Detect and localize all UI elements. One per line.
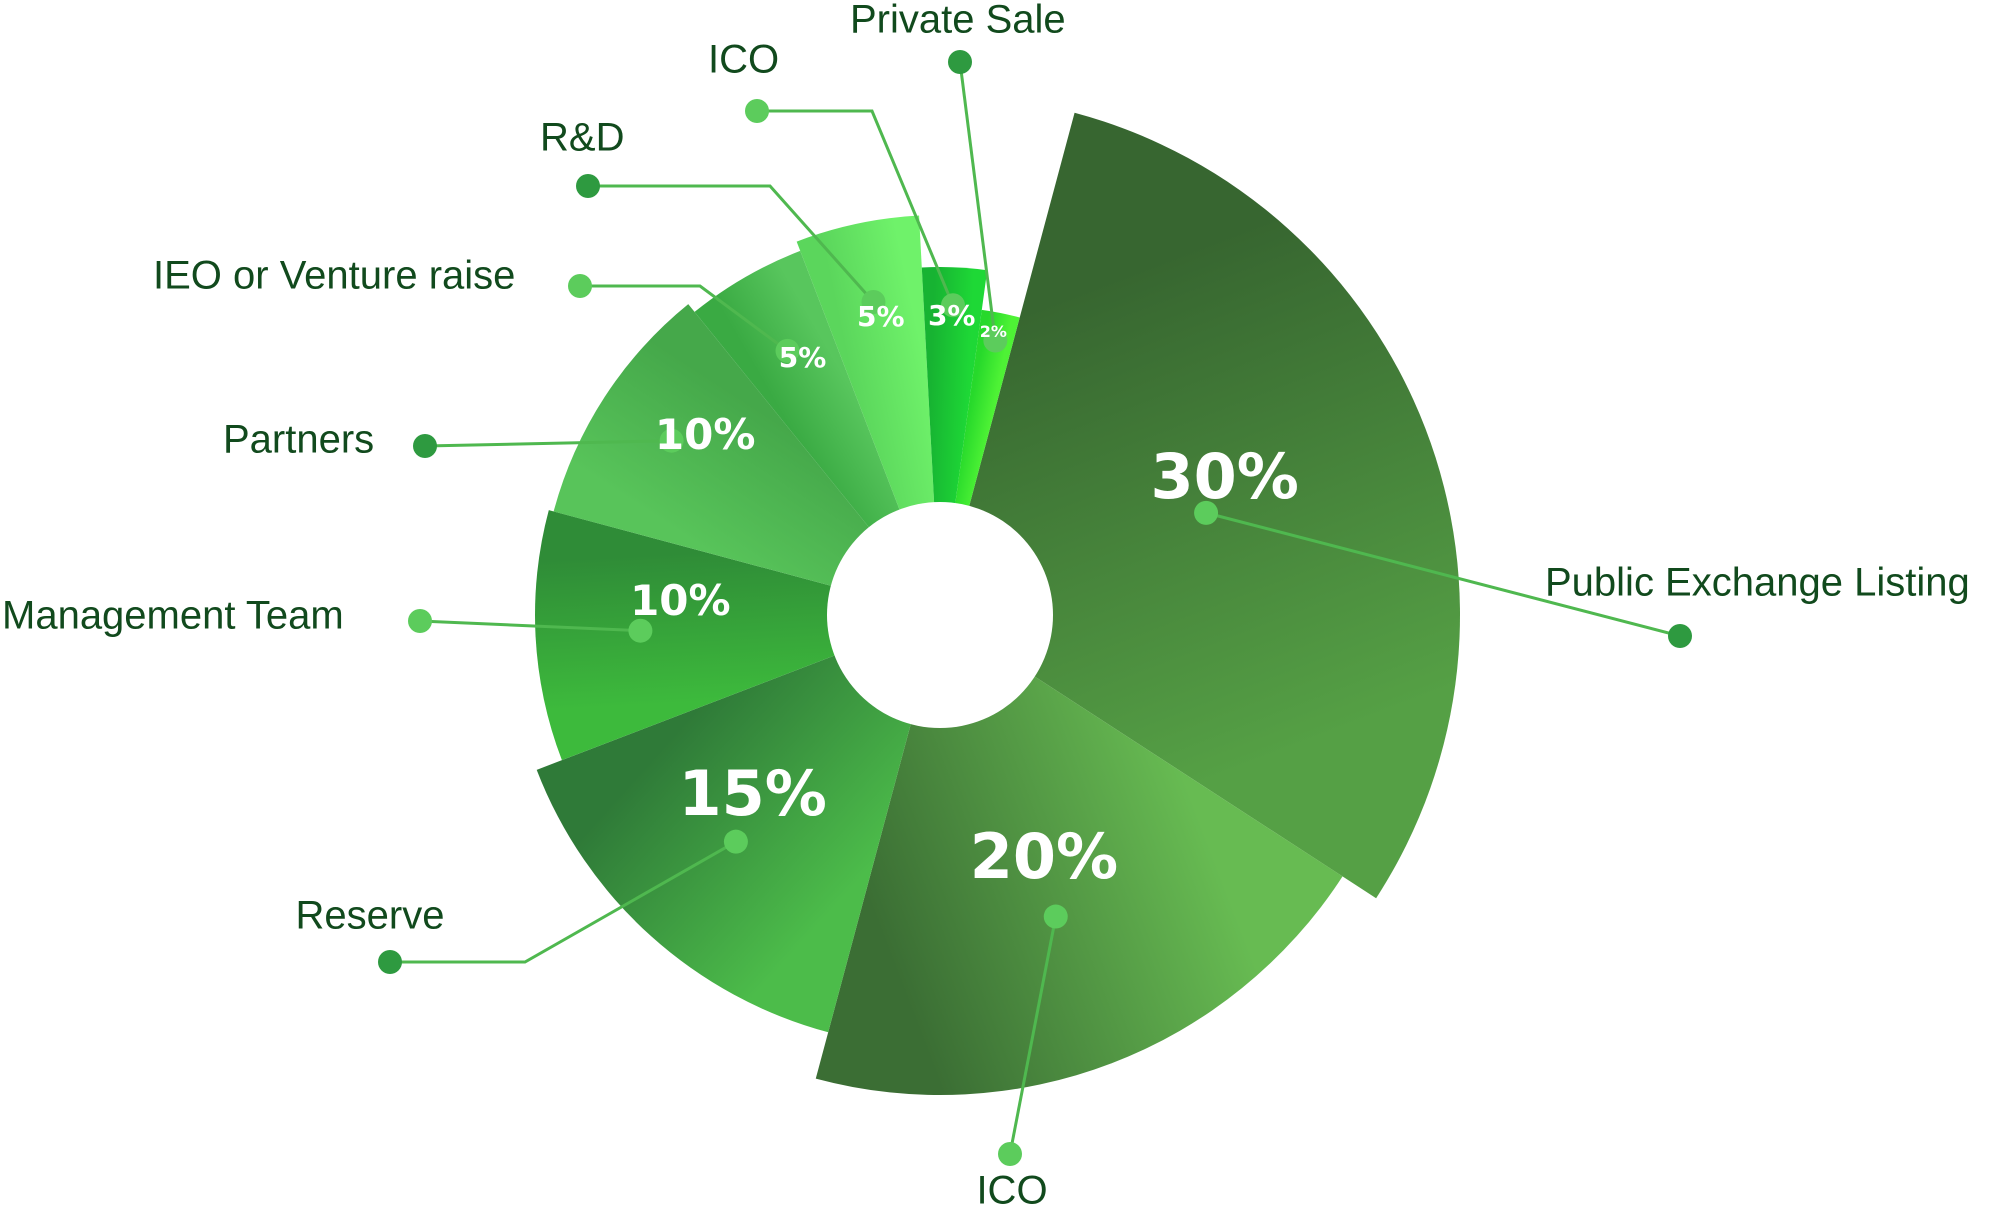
value-label-8: 2% — [980, 322, 1007, 341]
slice-dot-8 — [983, 328, 1008, 353]
category-label-6: R&D — [540, 116, 624, 160]
leader-line-6 — [588, 184, 875, 303]
category-label-7: ICO — [708, 38, 779, 82]
value-label-4: 10% — [655, 410, 756, 459]
donut-hole — [827, 502, 1053, 728]
slice-reserve-2 — [536, 615, 940, 1033]
leader-line-4 — [424, 439, 672, 448]
leader-lines-group — [378, 50, 1692, 1166]
value-label-1: 20% — [970, 820, 1118, 893]
slice-dot-0 — [1194, 500, 1219, 525]
label-dot-8 — [948, 50, 972, 74]
leader-line-2 — [390, 840, 737, 964]
value-labels-group: 30% 20% 15% 10% 10% 5% 5% 3% 2% — [630, 299, 1299, 893]
category-label-4: Partners — [223, 418, 374, 462]
category-label-5: IEO or Venture raise — [153, 254, 515, 298]
label-dot-2 — [378, 950, 402, 974]
category-label-2: Reserve — [296, 894, 445, 938]
slice-dot-1 — [1043, 904, 1068, 929]
value-label-7: 3% — [928, 299, 976, 332]
leader-line-5 — [580, 284, 789, 353]
leader-line-1 — [1008, 916, 1058, 1155]
category-labels-group: Public Exchange Listing ICO Reserve Managem… — [2, 0, 1970, 1213]
value-label-2: 15% — [678, 757, 826, 830]
slice-dot-3 — [628, 618, 653, 643]
label-dot-5 — [568, 274, 592, 298]
value-label-3: 10% — [630, 576, 731, 625]
label-dot-6 — [576, 174, 600, 198]
leader-line-7 — [757, 109, 955, 306]
label-dot-0 — [1668, 624, 1692, 648]
leader-line-3 — [419, 619, 641, 633]
label-dot-3 — [408, 609, 432, 633]
slice-dot-7 — [940, 293, 965, 318]
slices-group — [535, 112, 1460, 1095]
value-label-0: 30% — [1151, 440, 1299, 513]
category-label-1: ICO — [976, 1169, 1047, 1213]
slice-dot-5 — [775, 338, 800, 363]
slice-dot-4 — [659, 428, 684, 453]
slice-partners-4 — [553, 304, 940, 615]
category-label-3: Management Team — [2, 594, 344, 638]
category-label-8: Private Sale — [850, 0, 1066, 42]
slice-ico-1 — [815, 615, 1343, 1095]
label-dot-7 — [745, 99, 769, 123]
leader-line-8 — [958, 61, 997, 341]
leader-line-0 — [1205, 511, 1681, 638]
label-dot-1 — [998, 1142, 1022, 1166]
label-dot-4 — [413, 434, 437, 458]
category-label-0: Public Exchange Listing — [1545, 561, 1970, 605]
value-label-6: 5% — [857, 300, 905, 333]
slice-dot-6 — [861, 289, 886, 314]
slice-management-team-3 — [535, 510, 940, 761]
slice-dot-2 — [723, 829, 748, 854]
value-label-5: 5% — [779, 341, 827, 374]
